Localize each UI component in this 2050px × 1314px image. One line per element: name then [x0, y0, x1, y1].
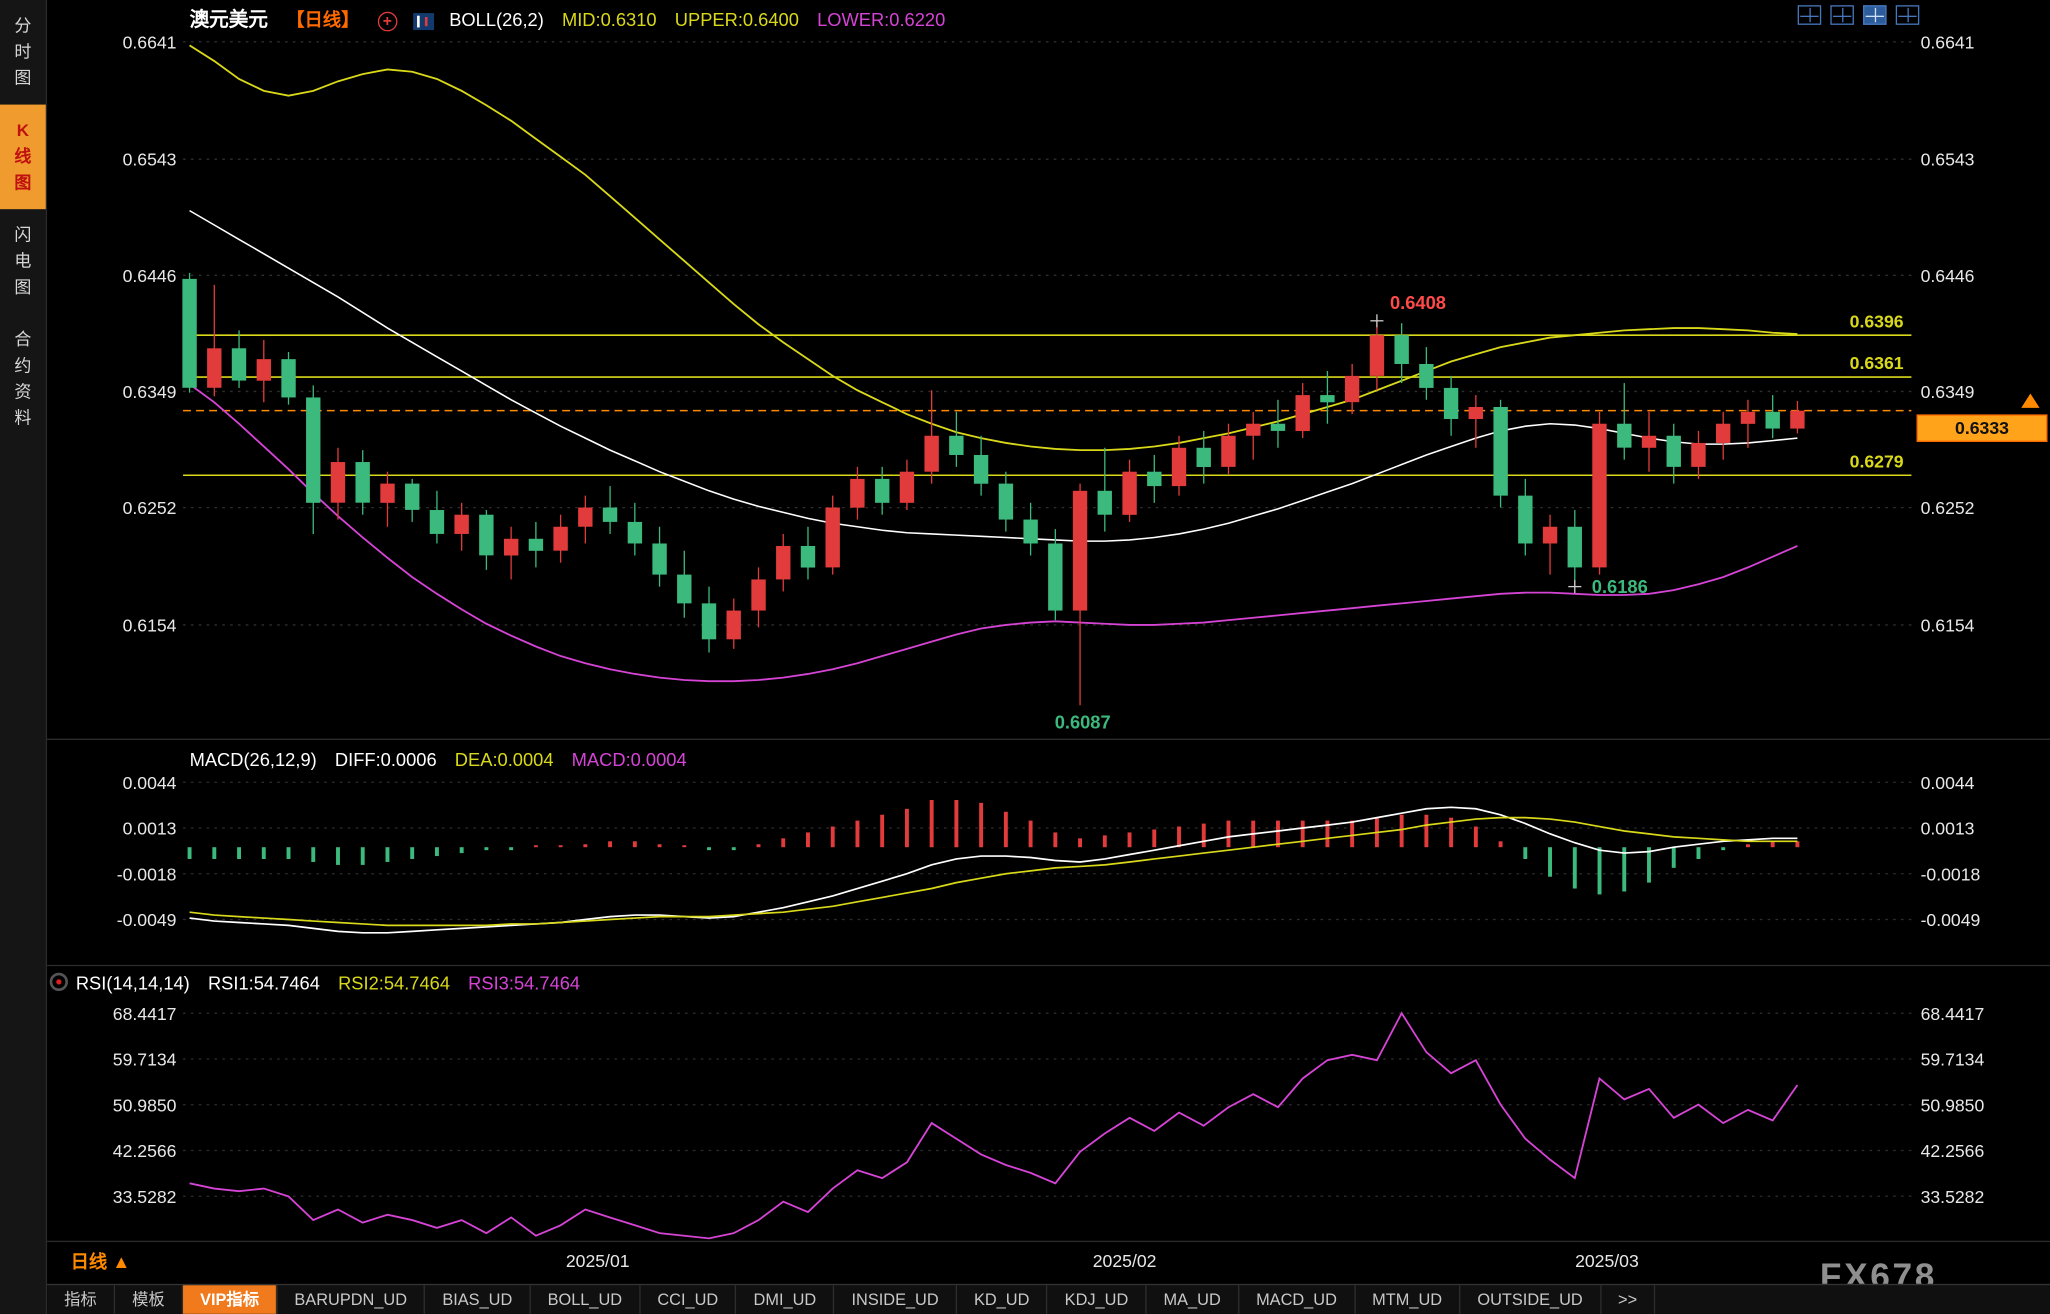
y-tick-label: 33.5282 — [113, 1187, 177, 1207]
indicator-dot-icon[interactable] — [49, 972, 68, 992]
sidebar-item[interactable]: 合约资料 — [14, 329, 32, 428]
bottom-tab[interactable]: MTM_UD — [1355, 1285, 1461, 1314]
price-axis-up-arrow[interactable] — [2021, 393, 2040, 408]
main-chart-header: 澳元美元 【日线】 BOLL(26,2) MID:0.6310 UPPER:0.… — [190, 7, 959, 34]
y-tick-label: -0.0018 — [117, 864, 177, 884]
y-tick-label: 33.5282 — [1921, 1187, 1985, 1207]
x-tick-label: 2025/01 — [566, 1251, 630, 1271]
sidebar-item[interactable]: 闪电图 — [14, 224, 32, 297]
y-tick-label: 59.7134 — [1921, 1050, 1985, 1070]
chevron-up-icon: ▲ — [112, 1251, 131, 1273]
macd-value: MACD:0.0004 — [571, 749, 687, 771]
macd-name: MACD(26,12,9) — [189, 749, 317, 771]
bottom-tab[interactable]: 指标 — [47, 1285, 116, 1314]
boll-upper-value: UPPER:0.6400 — [674, 9, 799, 31]
y-tick-label: -0.0049 — [1921, 910, 1981, 930]
bottom-tab[interactable]: CCI_UD — [640, 1285, 737, 1314]
y-tick-label: -0.0018 — [1921, 864, 1981, 884]
level-label: 0.6396 — [1850, 311, 1904, 331]
y-tick-label: 0.6641 — [123, 32, 177, 52]
y-tick-label: 42.2566 — [1921, 1141, 1985, 1161]
y-tick-label: 0.0013 — [1921, 819, 1975, 839]
price-annotation: 0.6087 — [1055, 712, 1111, 733]
level-label: 0.6361 — [1850, 353, 1904, 373]
y-tick-label: 0.6349 — [123, 382, 177, 402]
period-selector-label: 日线 — [70, 1251, 108, 1273]
macd-diff-value: DIFF:0.0006 — [334, 749, 437, 771]
bottom-tab[interactable]: MA_UD — [1147, 1285, 1240, 1314]
macd-dea-value: DEA:0.0004 — [454, 749, 554, 771]
y-tick-label: 0.6543 — [123, 150, 177, 170]
period-selector[interactable]: 日线 ▲ — [71, 1249, 131, 1275]
chart-layout-toolbar — [1789, 5, 1920, 25]
y-tick-label: 0.0013 — [123, 819, 177, 839]
price-annotation: 0.6186 — [1592, 576, 1648, 597]
column-layout-icon[interactable] — [1830, 5, 1854, 25]
rsi2-value: RSI2:54.7464 — [338, 972, 451, 994]
bottom-tab[interactable]: KD_UD — [957, 1285, 1048, 1314]
y-tick-label: 50.9850 — [1921, 1095, 1985, 1115]
y-tick-label: 0.0044 — [123, 773, 177, 793]
y-tick-label: 68.4417 — [113, 1004, 177, 1024]
mini-chart-icon[interactable] — [412, 12, 434, 30]
grid-layout-icon[interactable] — [1797, 5, 1822, 25]
x-tick-label: 2025/02 — [1093, 1251, 1157, 1271]
y-tick-label: 0.6349 — [1921, 382, 1975, 402]
y-tick-label: -0.0049 — [117, 910, 177, 930]
bottom-tab[interactable]: BIAS_UD — [425, 1285, 531, 1314]
sidebar-item[interactable]: 分时图 — [14, 15, 32, 88]
last-price-badge: 0.6333 — [1916, 414, 2048, 442]
bottom-tab[interactable]: DMI_UD — [737, 1285, 835, 1314]
boll-lower-value: LOWER:0.6220 — [817, 9, 946, 31]
indicator-tab-bar: 指标 模板 VIP指标 BARUPDN_UD BIAS_UD BOLL_UD CCI_UD D… — [47, 1283, 2050, 1314]
y-tick-label: 0.6154 — [123, 615, 177, 635]
y-tick-label: 0.6154 — [1921, 615, 1975, 635]
rsi1-value: RSI1:54.7464 — [207, 972, 320, 994]
bottom-tab[interactable]: OUTSIDE_UD — [1460, 1285, 1602, 1314]
boll-label: BOLL(26,2) — [449, 9, 544, 31]
rsi-header: RSI(14,14,14) RSI1:54.7464 RSI2:54.7464 … — [76, 970, 593, 996]
bottom-tab[interactable]: KDJ_UD — [1048, 1285, 1147, 1314]
bottom-tab[interactable]: >> — [1601, 1285, 1656, 1314]
y-tick-label: 59.7134 — [113, 1050, 177, 1070]
y-tick-label: 0.6641 — [1921, 32, 1975, 52]
y-tick-label: 0.6446 — [123, 266, 177, 286]
symbol-name: 澳元美元 — [189, 9, 269, 32]
y-tick-label: 50.9850 — [113, 1095, 177, 1115]
new-window-icon[interactable] — [1895, 5, 1920, 25]
macd-header: MACD(26,12,9) DIFF:0.0006 DEA:0.0004 MAC… — [190, 747, 700, 773]
y-tick-label: 0.0044 — [1921, 773, 1975, 793]
y-tick-label: 0.6252 — [123, 498, 177, 518]
x-tick-label: 2025/03 — [1575, 1251, 1639, 1271]
y-tick-label: 68.4417 — [1921, 1004, 1985, 1024]
level-label: 0.6279 — [1850, 451, 1904, 471]
rsi-name: RSI(14,14,14) — [75, 972, 190, 994]
period-tag: 【日线】 — [286, 9, 360, 31]
rsi3-value: RSI3:54.7464 — [468, 972, 581, 994]
bottom-tab[interactable]: INSIDE_UD — [834, 1285, 957, 1314]
active-chart-icon[interactable] — [1863, 5, 1887, 25]
y-tick-label: 42.2566 — [113, 1141, 177, 1161]
bottom-tab[interactable]: MACD_UD — [1239, 1285, 1356, 1314]
price-annotation: 0.6408 — [1390, 292, 1446, 313]
bottom-tab[interactable]: VIP指标 — [183, 1285, 278, 1314]
bottom-tab[interactable]: 模板 — [115, 1285, 184, 1314]
bottom-tab[interactable]: BOLL_UD — [531, 1285, 641, 1314]
y-tick-label: 0.6446 — [1921, 266, 1975, 286]
y-tick-label: 0.6543 — [1921, 150, 1975, 170]
boll-mid-value: MID:0.6310 — [561, 9, 657, 31]
add-indicator-icon[interactable] — [377, 11, 398, 32]
bottom-tab[interactable]: BARUPDN_UD — [277, 1285, 426, 1314]
y-tick-label: 0.6252 — [1921, 498, 1975, 518]
